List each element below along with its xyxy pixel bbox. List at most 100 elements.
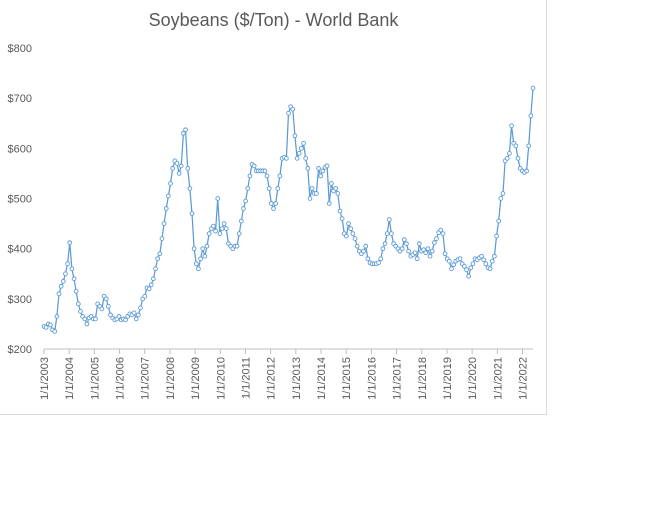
data-point — [264, 173, 270, 179]
data-point — [504, 156, 510, 161]
x-tick-label: 1/1/2012 — [266, 357, 278, 400]
data-point — [399, 246, 405, 252]
data-point — [178, 163, 184, 169]
data-point — [176, 171, 182, 176]
data-point — [457, 256, 463, 262]
data-point — [221, 221, 227, 226]
data-point — [404, 241, 409, 246]
data-point — [155, 256, 161, 262]
x-axis: 1/1/2003 1/1/2004 1/1/2005 1/1/2006 1/1/2007… — [39, 348, 533, 400]
x-tick-label: 1/1/2006 — [115, 357, 127, 400]
data-point — [462, 263, 467, 269]
data-point — [108, 312, 113, 318]
data-point — [376, 260, 381, 266]
data-point — [78, 309, 83, 314]
data-point — [75, 301, 81, 307]
y-tick-label: $700 — [8, 93, 32, 105]
y-axis-labels: $200 $300 $400 $500 $600 $700 $800 — [8, 43, 32, 356]
data-point — [309, 186, 315, 191]
data-point — [384, 231, 390, 236]
data-point — [174, 161, 180, 166]
data-point — [211, 223, 216, 229]
data-point — [307, 196, 313, 201]
data-point — [234, 243, 240, 249]
data-point — [213, 228, 218, 234]
data-point — [530, 85, 536, 91]
data-point — [318, 173, 324, 179]
data-point — [69, 266, 75, 272]
data-point — [142, 293, 148, 299]
data-point — [406, 248, 411, 254]
x-tick-label: 1/1/2021 — [492, 357, 504, 400]
data-point — [434, 236, 439, 241]
data-point — [103, 296, 109, 302]
data-point — [268, 201, 274, 206]
data-point — [198, 256, 203, 262]
data-point — [414, 256, 420, 262]
data-point — [161, 221, 167, 226]
data-point — [185, 166, 191, 171]
data-point — [58, 283, 64, 289]
data-point — [492, 253, 497, 259]
data-point — [303, 156, 309, 161]
data-point — [421, 247, 426, 253]
data-point — [447, 258, 452, 264]
x-tick-label: 1/1/2003 — [39, 357, 51, 400]
y-tick-label: $400 — [8, 244, 32, 256]
data-point — [138, 305, 143, 311]
data-point — [354, 243, 360, 249]
data-point — [271, 206, 276, 211]
data-point — [423, 250, 429, 256]
y-tick-label: $300 — [8, 294, 32, 306]
data-point — [275, 186, 281, 191]
plot-area — [41, 85, 536, 334]
data-point — [148, 282, 154, 288]
data-point — [146, 286, 152, 292]
x-tick-label: 1/1/2009 — [190, 357, 202, 400]
data-point — [314, 191, 319, 196]
data-point — [54, 314, 60, 319]
data-point — [498, 196, 504, 201]
data-point — [513, 143, 519, 149]
series-line — [43, 88, 534, 333]
y-tick-label: $200 — [8, 344, 32, 356]
data-point — [489, 258, 495, 264]
data-point — [496, 218, 502, 224]
data-point — [361, 248, 366, 254]
data-point — [99, 306, 105, 312]
data-point — [181, 130, 186, 136]
data-point — [481, 257, 487, 263]
data-point — [166, 193, 171, 199]
x-tick-label: 1/1/2005 — [89, 357, 101, 400]
data-point — [487, 266, 493, 272]
chart-title: Soybeans ($/Ton) - World Bank — [148, 10, 399, 30]
data-point — [470, 261, 476, 267]
x-tick-label: 1/1/2015 — [341, 357, 353, 400]
data-point — [273, 201, 278, 206]
data-point — [48, 322, 53, 328]
data-point — [133, 316, 139, 322]
data-point — [352, 236, 358, 241]
data-point — [266, 186, 272, 191]
data-point — [159, 236, 165, 241]
x-tick-label: 1/1/2018 — [417, 357, 429, 400]
x-tick-label: 1/1/2011 — [240, 357, 252, 399]
data-point — [251, 163, 257, 169]
data-point — [378, 256, 384, 262]
data-point — [243, 198, 248, 204]
data-point — [71, 276, 77, 282]
data-point — [416, 241, 422, 246]
data-point — [153, 266, 158, 272]
data-point — [464, 267, 469, 273]
data-point — [326, 201, 332, 206]
data-point — [509, 123, 514, 129]
data-point — [526, 143, 532, 149]
data-point — [73, 288, 79, 294]
data-point — [43, 325, 49, 330]
data-point — [202, 253, 208, 259]
data-point — [386, 217, 392, 222]
data-point — [346, 221, 351, 226]
data-point — [163, 206, 169, 211]
data-point — [382, 241, 388, 246]
data-point — [296, 151, 302, 156]
